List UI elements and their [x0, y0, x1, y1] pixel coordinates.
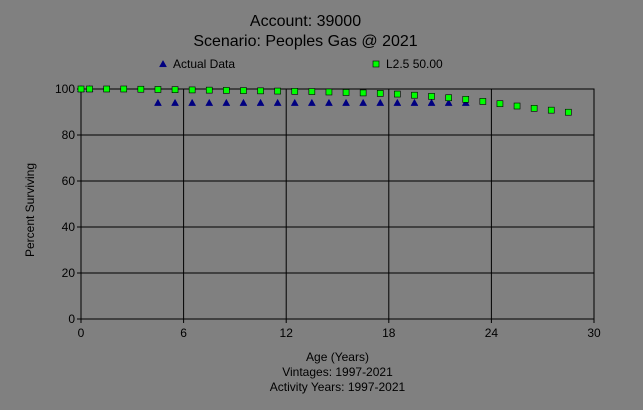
x-tick-label: 18: [382, 326, 396, 340]
l25-curve-point: [77, 85, 85, 93]
y-tick-label: 60: [62, 174, 76, 188]
actual-data-point: [444, 98, 453, 106]
l25-curve-point: [513, 102, 521, 110]
y-axis-label: Percent Surviving: [23, 162, 37, 258]
l25-curve-point: [308, 88, 316, 95]
l25-curve-point: [86, 85, 93, 93]
x-tick-label: 30: [587, 326, 601, 340]
l25-curve-point: [137, 85, 145, 93]
l25-curve-point: [188, 86, 196, 94]
l25-curve-point: [103, 85, 110, 93]
plot-area-frame: [80, 88, 595, 320]
actual-data-point: [239, 98, 248, 106]
actual-data-point: [307, 98, 316, 106]
y-tick-label: 40: [62, 220, 76, 234]
grid-layer: [81, 89, 594, 319]
legend-marker-actual-data: [159, 59, 167, 68]
l25-curve-point: [462, 96, 470, 103]
legend-label-actual-data: Actual Data: [173, 57, 236, 71]
legend-label-l25-curve: L2.5 50.00: [386, 57, 443, 71]
l25-curve-point: [479, 98, 487, 105]
x-tick-label: 6: [180, 326, 187, 340]
l25-curve-point: [376, 90, 384, 97]
l25-curve-point: [496, 100, 504, 108]
actual-data-point: [393, 98, 402, 106]
l25-curve-point: [223, 87, 230, 94]
l25-curve-point: [547, 106, 555, 114]
l25-curve-point: [171, 86, 179, 93]
chart-subtitle: Scenario: Peoples Gas @ 2021: [193, 33, 418, 50]
l25-curve-point: [565, 108, 572, 116]
l25-curve-point: [359, 89, 367, 97]
chart-title: Account: 39000: [249, 13, 362, 30]
actual-data-point: [222, 98, 231, 106]
x-axis-label: Age (Years): [306, 350, 369, 364]
x-tick-label: 12: [280, 326, 294, 340]
actual-data-point: [376, 98, 385, 106]
l25-curve-point: [257, 87, 264, 95]
l25-curve-point: [274, 87, 281, 95]
l25-curve-point: [394, 90, 401, 98]
actual-data-point: [154, 98, 162, 106]
l25-curve-point: [530, 105, 538, 112]
actual-data-point: [427, 98, 436, 106]
actual-data-point: [256, 98, 265, 106]
l25-curve-point: [240, 87, 247, 94]
actual-data-point: [342, 98, 350, 106]
y-tick-label: 100: [55, 82, 75, 96]
marker-layer: [77, 84, 572, 116]
l25-curve-point: [411, 91, 418, 99]
tick-layer: 0 20 40 60 80 100 0 6 12 18 24 30: [55, 82, 601, 340]
actual-data-point: [359, 98, 368, 106]
actual-data-point: [205, 98, 214, 106]
actual-data-point: [325, 98, 333, 106]
actual-data-point: [188, 98, 197, 106]
y-tick-label: 20: [62, 266, 76, 280]
actual-data-point: [290, 98, 299, 106]
l25-curve-point: [428, 93, 435, 100]
y-tick-label: 0: [68, 312, 75, 326]
l25-curve-point: [205, 86, 213, 94]
actual-data-point: [273, 98, 282, 106]
legend-layer: [159, 59, 380, 68]
l25-curve-point: [291, 88, 299, 95]
activity-years-caption: Activity Years: 1997-2021: [269, 380, 406, 394]
vintages-caption: Vintages: 1997-2021: [282, 365, 393, 379]
x-tick-label: 0: [78, 326, 85, 340]
y-tick-label: 80: [62, 128, 76, 142]
l25-curve-point: [120, 85, 128, 93]
actual-data-point: [410, 98, 419, 106]
x-tick-label: 24: [485, 326, 499, 340]
actual-data-point: [171, 98, 179, 106]
l25-curve-point: [342, 89, 350, 96]
l25-curve-point: [445, 94, 452, 102]
l25-curve-point: [154, 86, 162, 93]
l25-curve-point: [325, 88, 333, 96]
legend-marker-l25-curve: [372, 60, 380, 68]
